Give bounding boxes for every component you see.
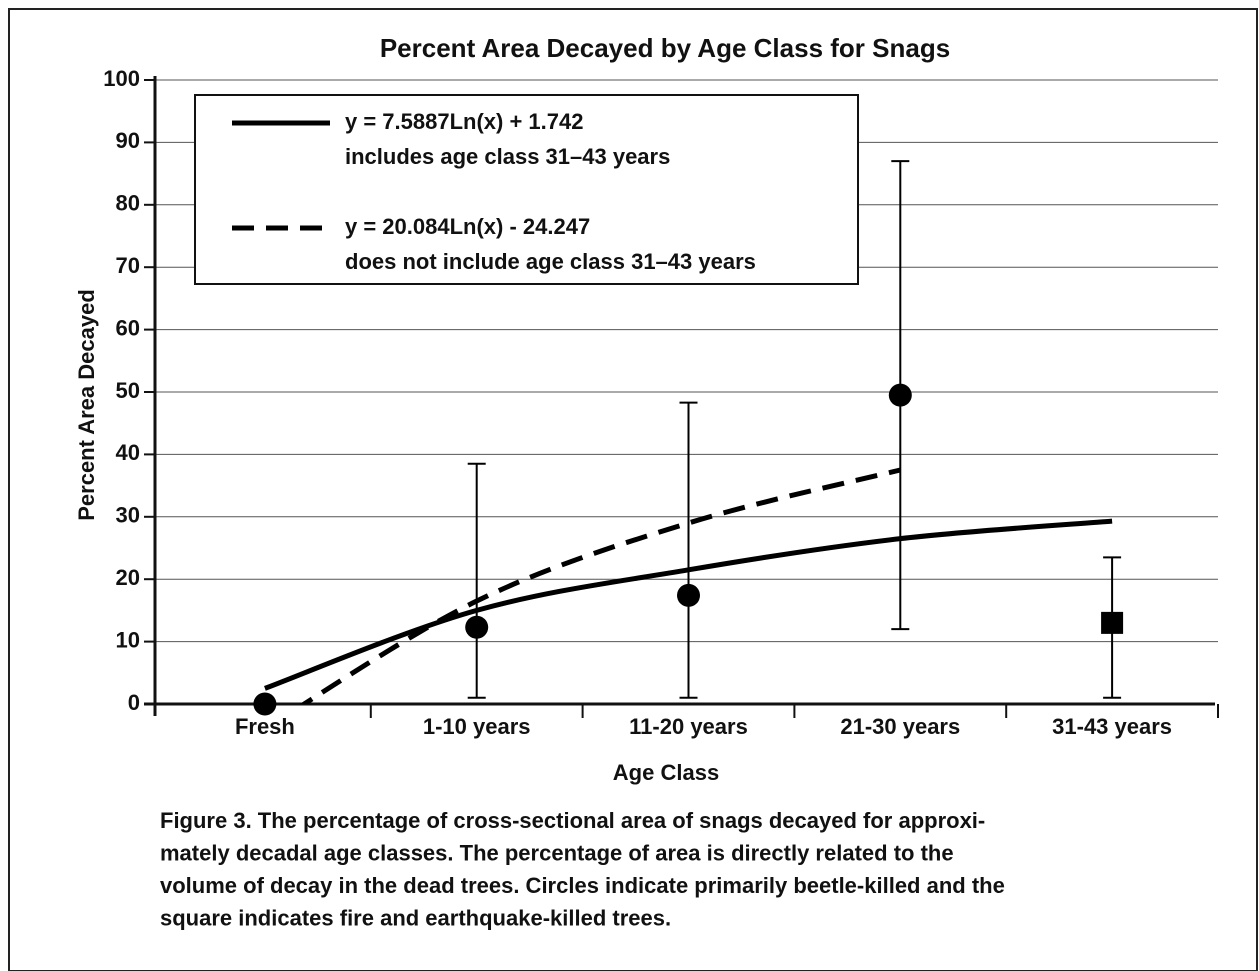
y-axis-label: Percent Area Decayed <box>74 289 99 521</box>
x-tick-label: 1-10 years <box>423 714 531 739</box>
caption-line: volume of decay in the dead trees. Circl… <box>160 873 1005 898</box>
caption-line: square indicates fire and earthquake-kil… <box>160 905 671 930</box>
y-tick-label: 60 <box>116 315 140 340</box>
x-axis-label: Age Class <box>613 760 719 785</box>
y-tick-label: 70 <box>116 253 140 278</box>
caption-line: mately decadal age classes. The percenta… <box>160 840 954 865</box>
square-marker <box>1101 611 1124 634</box>
legend-label: y = 7.5887Ln(x) + 1.742 <box>345 109 584 134</box>
legend-box <box>194 94 859 285</box>
legend-description: does not include age class 31–43 years <box>345 249 756 274</box>
x-tick-label: Fresh <box>235 714 295 739</box>
y-tick-label: 40 <box>116 440 140 465</box>
circle-marker <box>888 383 912 407</box>
y-tick-label: 90 <box>116 128 140 153</box>
y-tick-label: 30 <box>116 503 140 528</box>
x-tick-label: 11-20 years <box>629 714 748 739</box>
x-tick-label: 21-30 years <box>840 714 960 739</box>
trend-line <box>299 467 901 704</box>
legend-label: y = 20.084Ln(x) - 24.247 <box>345 214 590 239</box>
y-tick-label: 100 <box>103 66 140 91</box>
frame <box>8 8 1258 971</box>
circle-marker <box>677 583 700 607</box>
y-tick-label: 10 <box>116 627 140 652</box>
y-tick-label: 50 <box>116 378 140 403</box>
caption-line: Figure 3. The percentage of cross-sectio… <box>160 808 985 833</box>
circle-marker <box>253 692 277 716</box>
y-tick-label: 20 <box>116 565 140 590</box>
y-tick-label: 80 <box>116 191 140 216</box>
legend-description: includes age class 31–43 years <box>345 144 670 169</box>
chart-title: Percent Area Decayed by Age Class for Sn… <box>380 33 950 63</box>
circle-marker <box>465 615 489 639</box>
x-tick-label: 31-43 years <box>1052 714 1172 739</box>
y-tick-label: 0 <box>128 690 140 715</box>
